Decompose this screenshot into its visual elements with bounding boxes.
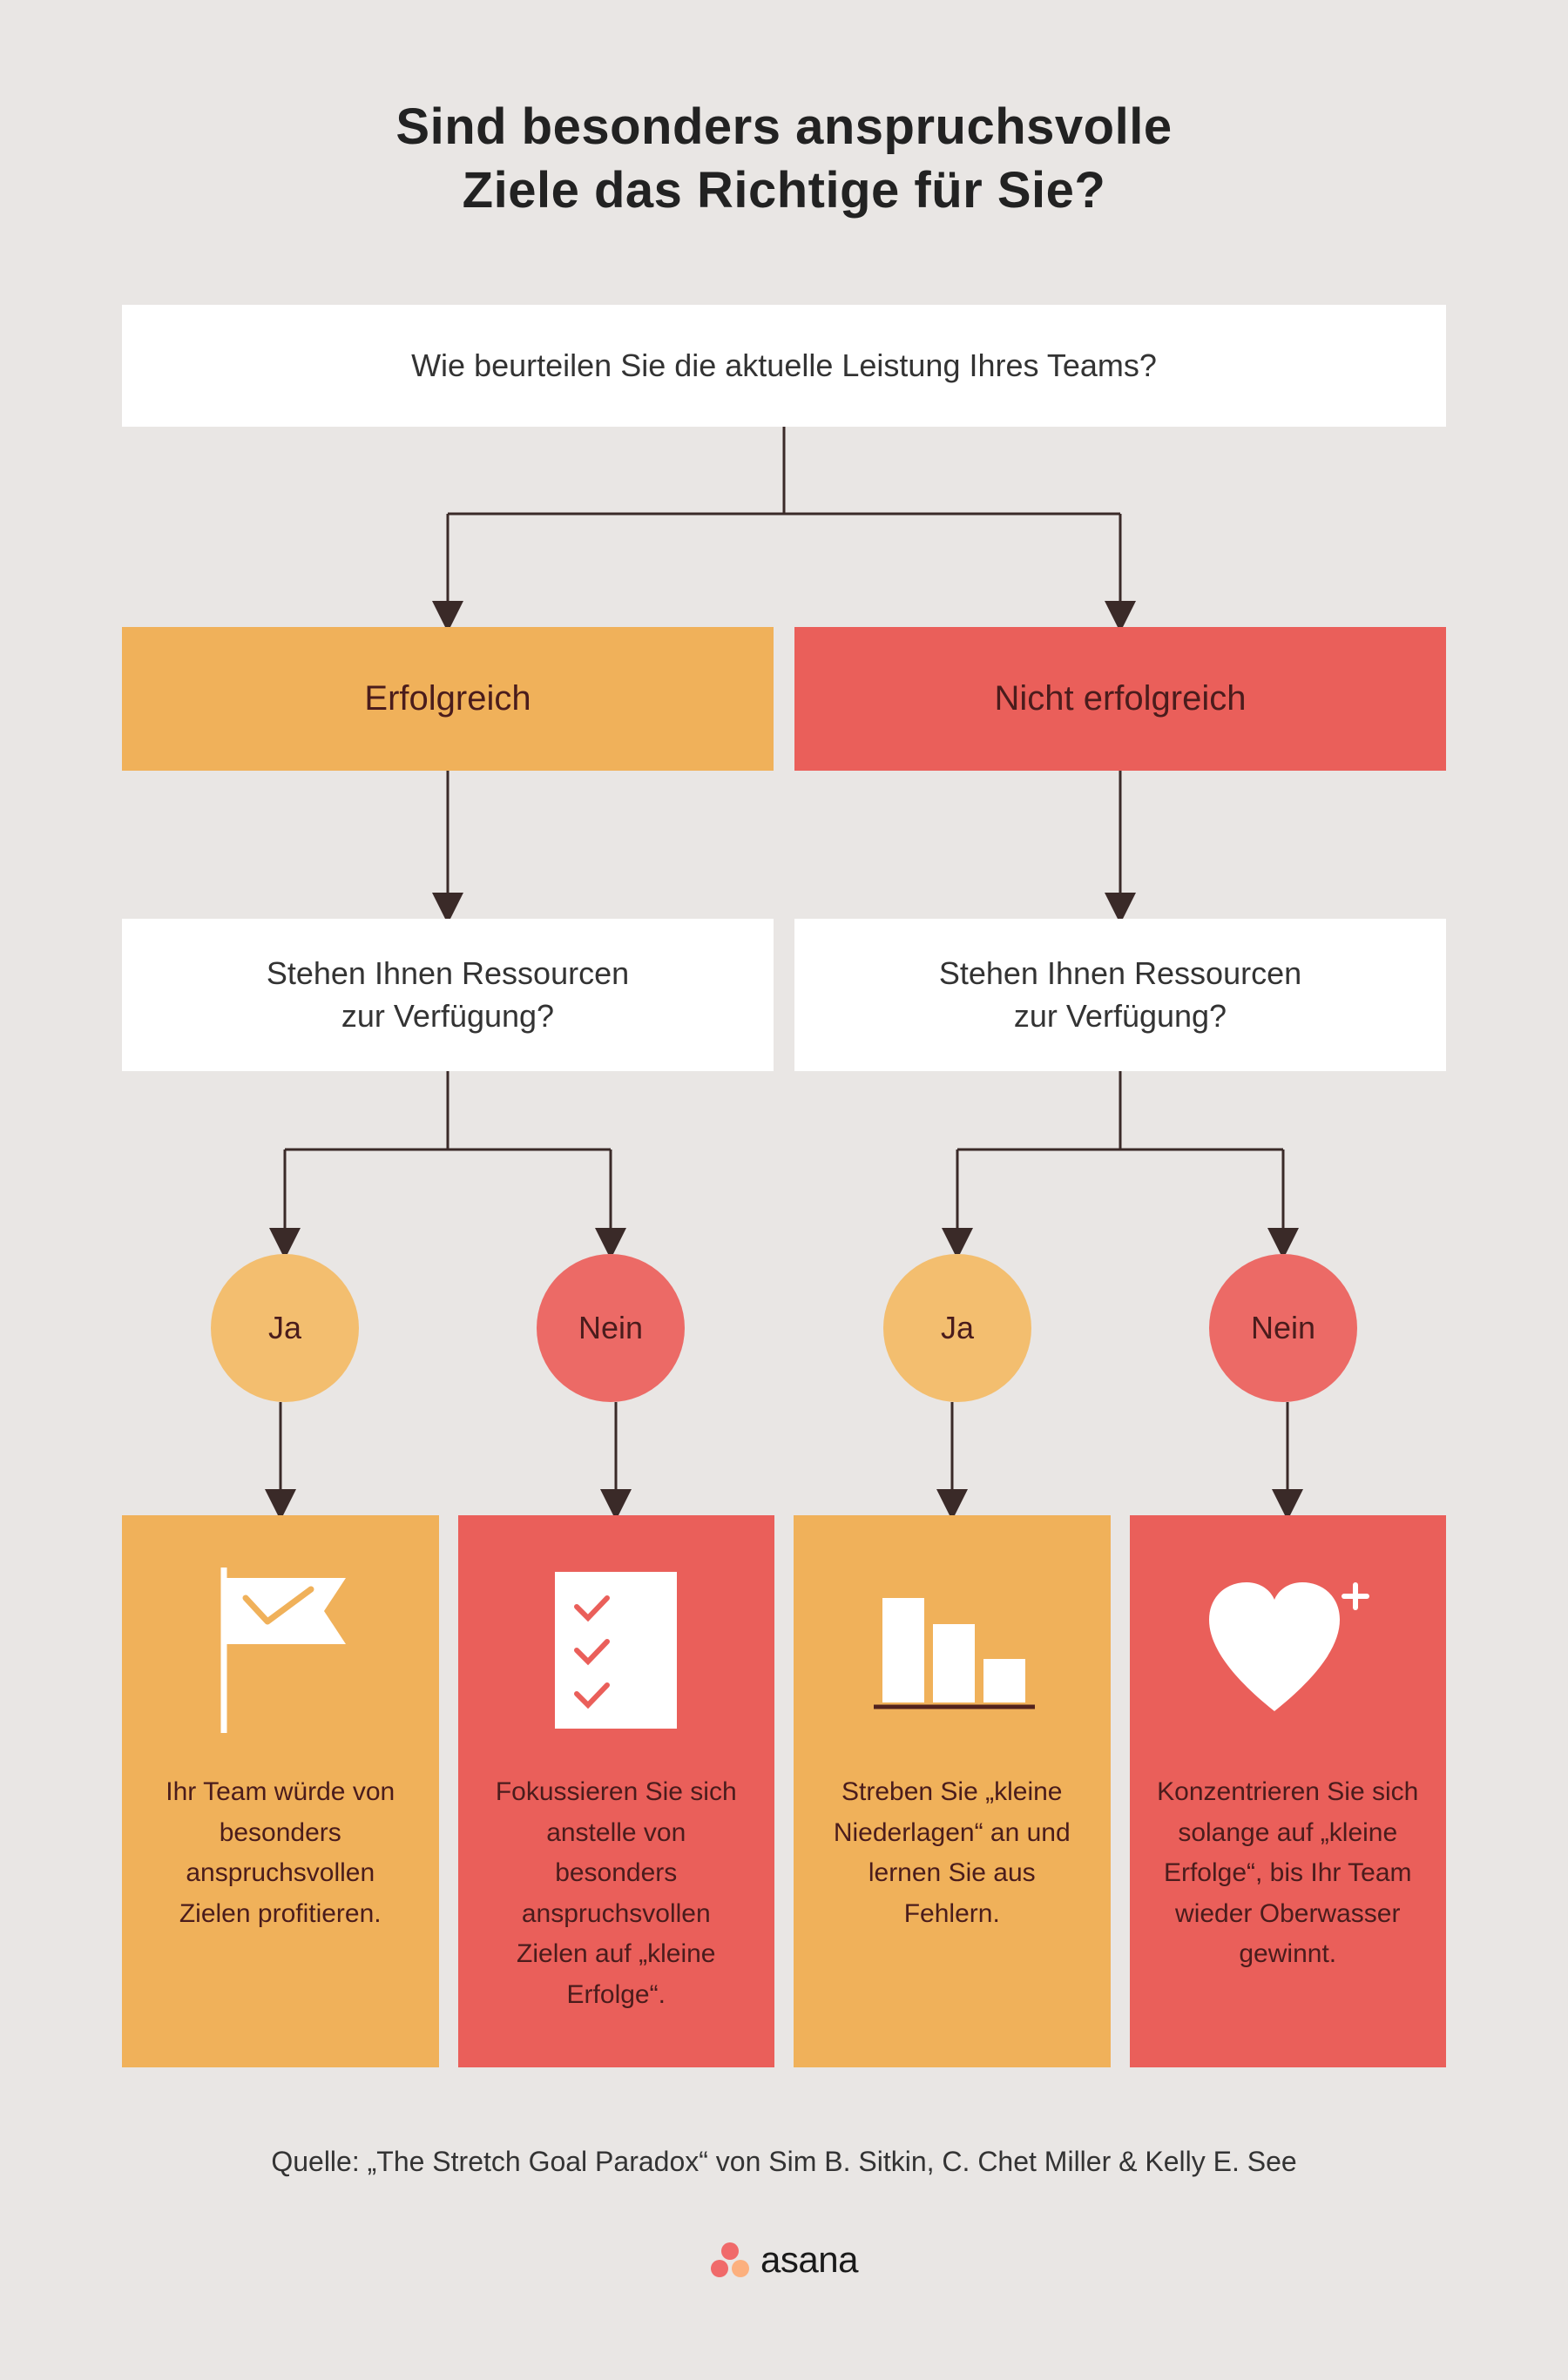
outcome-text-4: Konzentrieren Sie sich solange auf „klei… [1156, 1772, 1421, 1975]
question-2-right: Stehen Ihnen Ressourcen zur Verfügung? [794, 919, 1446, 1071]
arrow-down-icon [430, 771, 465, 919]
branch-successful: Erfolgreich [122, 627, 774, 771]
asana-dots-icon [710, 2242, 750, 2278]
answer-circle-nein-2: Nein [1209, 1254, 1357, 1402]
outcome-card-4: Konzentrieren Sie sich solange auf „klei… [1130, 1515, 1447, 2067]
source-citation: Quelle: „The Stretch Goal Paradox“ von S… [122, 2146, 1446, 2178]
answer-circle-ja-1: Ja [211, 1254, 359, 1402]
outcome-text-3: Streben Sie „kleine Niederlagen“ an und … [820, 1772, 1085, 1934]
connector-split-left [122, 1071, 774, 1254]
flag-icon [206, 1563, 355, 1737]
question-2-left-text: Stehen Ihnen Ressourcen zur Verfügung? [267, 953, 629, 1037]
connector-branch-to-q2 [122, 771, 1446, 919]
question-1-box: Wie beurteilen Sie die aktuelle Leistung… [122, 305, 1446, 427]
connector-circle-to-outcome [122, 1402, 1446, 1515]
question-2-right-text: Stehen Ihnen Ressourcen zur Verfügung? [939, 953, 1301, 1037]
infographic-page: Sind besonders anspruchsvolle Ziele das … [0, 0, 1568, 2350]
page-title: Sind besonders anspruchsvolle Ziele das … [122, 96, 1446, 222]
arrow-down-icon [598, 1402, 633, 1515]
outcome-text-1: Ihr Team würde von besonders anspruchsvo… [148, 1772, 413, 1934]
brand-name: asana [760, 2239, 858, 2281]
bar-chart-icon [865, 1563, 1039, 1737]
title-line-2: Ziele das Richtige für Sie? [463, 162, 1106, 219]
connector-q2-split-row [122, 1071, 1446, 1254]
outcome-card-1: Ihr Team würde von besonders anspruchsvo… [122, 1515, 439, 2067]
branch-row: Erfolgreich Nicht erfolgreich [122, 627, 1446, 771]
arrow-down-icon [935, 1402, 970, 1515]
brand-logo: asana [122, 2239, 1446, 2281]
branch-not-successful: Nicht erfolgreich [794, 627, 1446, 771]
q2-row: Stehen Ihnen Ressourcen zur Verfügung? S… [122, 919, 1446, 1071]
question-1-text: Wie beurteilen Sie die aktuelle Leistung… [411, 345, 1157, 388]
title-line-1: Sind besonders anspruchsvolle [395, 98, 1172, 155]
arrow-down-icon [263, 1402, 298, 1515]
checklist-icon [555, 1563, 677, 1737]
branch-not-successful-label: Nicht erfolgreich [994, 679, 1246, 718]
outcome-card-2: Fokussieren Sie sich anstelle von besond… [458, 1515, 775, 2067]
question-2-left: Stehen Ihnen Ressourcen zur Verfügung? [122, 919, 774, 1071]
outcome-card-3: Streben Sie „kleine Niederlagen“ an und … [794, 1515, 1111, 2067]
answer-circles-row: Ja Nein Ja Nein [122, 1254, 1446, 1402]
arrow-down-icon [1270, 1402, 1305, 1515]
arrow-down-icon [1103, 771, 1138, 919]
connector-split-right [794, 1071, 1446, 1254]
answer-circle-nein-1: Nein [537, 1254, 685, 1402]
answer-circle-ja-2: Ja [883, 1254, 1031, 1402]
heart-plus-icon [1205, 1563, 1370, 1737]
branch-successful-label: Erfolgreich [364, 679, 531, 718]
outcome-text-2: Fokussieren Sie sich anstelle von besond… [484, 1772, 749, 2015]
connector-q1-split [122, 427, 1446, 627]
outcomes-row: Ihr Team würde von besonders anspruchsvo… [122, 1515, 1446, 2067]
